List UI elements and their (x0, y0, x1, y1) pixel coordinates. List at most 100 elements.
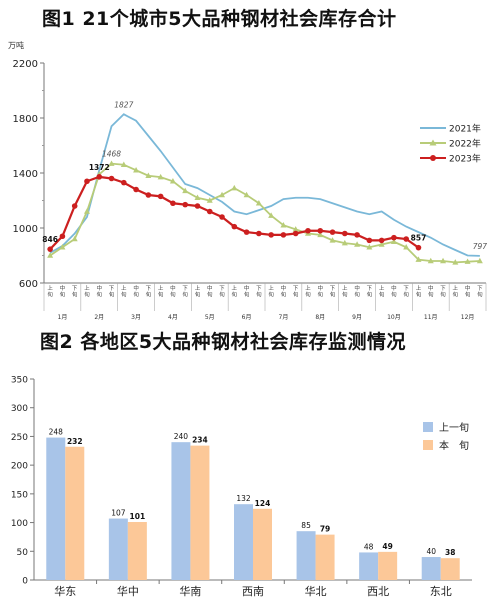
data-point (145, 172, 152, 178)
data-point (96, 174, 103, 180)
y-tick-label: 0 (22, 577, 28, 587)
x-tick-label: 下旬 (330, 285, 336, 299)
data-point (59, 244, 66, 250)
x-tick-label: 中旬 (465, 284, 471, 299)
data-point (268, 232, 274, 238)
data-point (256, 230, 262, 237)
data-point (452, 259, 459, 265)
data-point (182, 187, 189, 194)
y-tick-label: 100 (11, 519, 28, 529)
bar (315, 534, 335, 580)
data-point (194, 194, 201, 200)
legend-swatch (423, 422, 433, 432)
category-label: 西北 (367, 585, 389, 598)
y-tick-label: 250 (11, 433, 28, 443)
data-point (354, 232, 360, 238)
data-label: 85 (301, 521, 311, 530)
month-label: 1月 (58, 314, 68, 320)
category-label: 华北 (305, 584, 327, 598)
data-point (268, 212, 275, 218)
data-point (71, 235, 78, 242)
x-tick-label: 上旬 (232, 284, 238, 299)
x-tick-label: 上旬 (342, 284, 348, 299)
data-point (194, 203, 201, 209)
category-label: 东北 (430, 585, 452, 598)
y-tick-label: 1800 (13, 114, 38, 125)
x-tick-label: 下旬 (367, 285, 373, 299)
chart1-title: 图1 21个城市5大品种钢材社会库存合计 (42, 8, 397, 30)
data-point (83, 208, 90, 214)
legend-label: 2023年 (449, 153, 481, 165)
x-tick-label: 下旬 (109, 285, 115, 299)
month-label: 8月 (315, 314, 325, 320)
x-tick-label: 中旬 (317, 284, 323, 299)
data-point (342, 230, 348, 237)
data-point (170, 200, 176, 207)
data-point (157, 193, 164, 200)
data-point (378, 241, 385, 247)
x-tick-label: 中旬 (428, 284, 434, 299)
data-point (121, 179, 127, 186)
x-tick-label: 下旬 (219, 285, 225, 299)
y-tick-label: 200 (11, 462, 28, 472)
x-tick-label: 上旬 (453, 284, 459, 299)
month-label: 9月 (352, 314, 362, 320)
data-point (47, 246, 53, 252)
x-tick-label: 下旬 (440, 285, 446, 299)
data-point (231, 223, 238, 230)
data-point (292, 226, 299, 232)
legend-label: 上一旬 (439, 421, 469, 434)
x-tick-label: 上旬 (268, 284, 274, 299)
month-label: 12月 (461, 314, 475, 320)
bar (440, 558, 460, 580)
data-point (292, 230, 299, 237)
y-tick-label: 600 (19, 279, 38, 290)
data-label: 38 (445, 548, 455, 557)
bar (359, 552, 379, 580)
data-label: 1827 (114, 100, 133, 109)
x-tick-label: 中旬 (96, 284, 102, 299)
data-point (120, 161, 127, 167)
data-point (206, 197, 213, 203)
x-tick-label: 中旬 (60, 284, 66, 299)
x-tick-label: 中旬 (244, 284, 250, 299)
data-point (317, 231, 324, 238)
data-point (354, 241, 361, 247)
x-tick-label: 中旬 (133, 284, 139, 299)
x-tick-label: 上旬 (305, 284, 311, 299)
data-point (243, 191, 250, 198)
data-label: 1372 (89, 163, 110, 172)
bar (234, 504, 253, 580)
data-point (169, 178, 176, 184)
y-tick-label: 300 (11, 404, 28, 414)
data-point (329, 237, 336, 243)
x-tick-label: 下旬 (403, 285, 409, 299)
data-point (341, 239, 348, 246)
data-label: 234 (192, 436, 208, 445)
data-label: 132 (236, 494, 251, 503)
x-tick-label: 上旬 (379, 284, 385, 299)
legend-marker (429, 139, 437, 146)
x-tick-label: 下旬 (72, 285, 78, 299)
chart1: 万吨 600 1000 1400 1800 2200 1月 2月 3月 4月 5月 6月 7月 8月 9月 1… (8, 40, 487, 320)
data-point (71, 203, 78, 209)
x-tick-label: 中旬 (281, 284, 287, 299)
data-label: 857 (411, 234, 427, 243)
series-line (49, 113, 480, 257)
data-point (464, 258, 471, 264)
data-label: 79 (320, 525, 330, 534)
legend-label: 2022年 (449, 138, 481, 150)
data-point (476, 257, 483, 264)
data-point (329, 229, 336, 235)
legend-label: 本 旬 (439, 439, 469, 452)
data-label: 240 (174, 432, 189, 441)
data-label: 107 (111, 509, 126, 518)
y-tick-label: 350 (11, 376, 28, 386)
data-point (145, 192, 152, 198)
data-point (108, 175, 115, 182)
data-point (243, 229, 250, 235)
x-tick-label: 上旬 (158, 284, 164, 299)
x-tick-label: 下旬 (256, 285, 262, 299)
series-2021年: 1827 797 (49, 100, 487, 257)
data-point (390, 238, 397, 244)
